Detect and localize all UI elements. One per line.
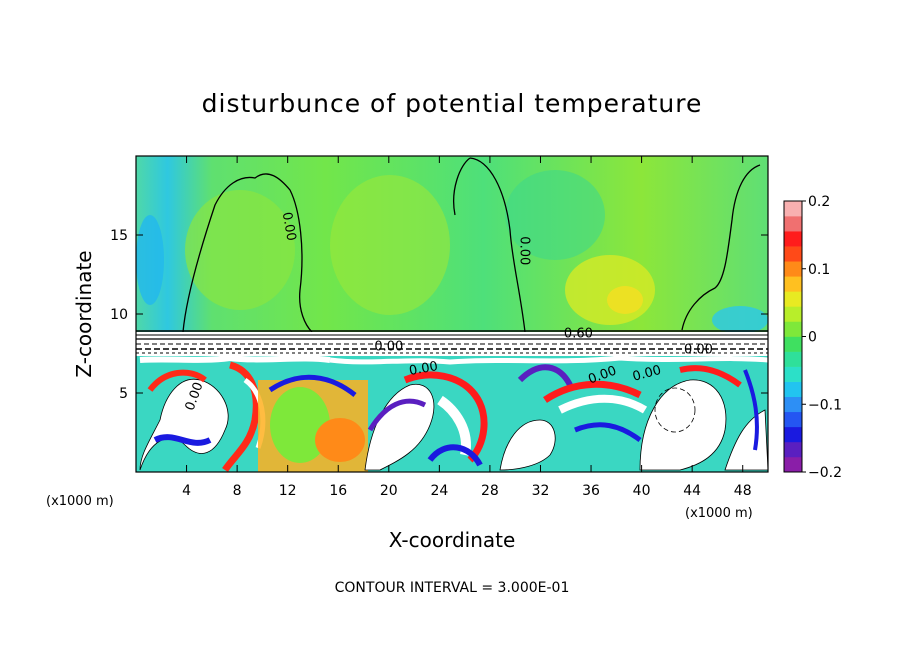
- colorbar-segment: [784, 276, 802, 292]
- y-tick-label: 15: [110, 228, 128, 244]
- colorbar-segment: [784, 246, 802, 262]
- contour-line: [182, 173, 313, 333]
- colorbar-segment: [784, 306, 802, 322]
- x-tick-label: 48: [734, 483, 752, 499]
- x-tick-label: 44: [683, 483, 701, 499]
- colorbar-segment: [784, 291, 802, 307]
- contour-label: 0.00: [631, 363, 663, 385]
- colorbar-segment: [784, 396, 802, 413]
- warm-patch: [185, 190, 295, 310]
- x-tick-label: 28: [481, 483, 499, 499]
- colorbar-segment: [784, 231, 802, 247]
- warm-patch: [607, 286, 643, 314]
- cool-patch: [505, 170, 605, 260]
- colorbar-tick-label: 0.2: [808, 194, 830, 210]
- contour-label: 0.00: [374, 339, 403, 354]
- x-tick-label: 24: [430, 483, 448, 499]
- contour-label: 0.00: [516, 236, 531, 265]
- colorbar-segment: [784, 336, 802, 352]
- colorbar-segment: [784, 456, 802, 473]
- y-axis: 5 10 15: [110, 228, 768, 402]
- cold-patch: [136, 215, 164, 305]
- x-tick-label: 16: [329, 483, 347, 499]
- x-tick-label: 8: [233, 483, 242, 499]
- colorbar-segment: [784, 321, 802, 337]
- contour-label: 0.00: [684, 343, 713, 358]
- x-unit-label-right: (x1000 m): [685, 506, 753, 521]
- x-tick-label: 32: [532, 483, 550, 499]
- contour-line: [681, 164, 761, 331]
- colorbar-tick-label: 0: [808, 330, 817, 346]
- x-tick-label: 4: [182, 483, 191, 499]
- y-tick-label: 5: [119, 386, 128, 402]
- y-axis-label: Z-coordinate: [72, 250, 96, 377]
- contour-line: [453, 157, 526, 333]
- colorbar-segment: [784, 426, 802, 443]
- warm-patch: [330, 175, 450, 315]
- y-tick-label: 10: [110, 307, 128, 323]
- heatmap-field: [136, 156, 768, 472]
- chart-title: disturbunce of potential temperature: [202, 89, 703, 118]
- colorbar-segment: [784, 351, 802, 367]
- x-unit-label-left: (x1000 m): [46, 494, 114, 509]
- colorbar-tick-label: 0.1: [808, 262, 830, 278]
- colorbar-segment: [784, 381, 802, 398]
- colorbar-segment: [784, 261, 802, 277]
- x-tick-label: 40: [633, 483, 651, 499]
- contour-label: 0.00: [279, 211, 299, 242]
- colorbar-segment: [784, 366, 802, 382]
- contour-label: 0.60: [564, 327, 593, 342]
- contour-label: 0.00: [408, 359, 439, 379]
- x-tick-label: 12: [279, 483, 297, 499]
- colorbar-segment: [784, 201, 802, 217]
- x-tick-label: 36: [582, 483, 600, 499]
- contour-interval-note: CONTOUR INTERVAL = 3.000E-01: [335, 580, 570, 596]
- colorbar: 0.2 0.1 0 −0.1 −0.2: [783, 194, 842, 481]
- x-axis-label: X-coordinate: [389, 528, 516, 552]
- lower-eddies: [139, 354, 768, 472]
- colorbar-segment: [784, 441, 802, 458]
- colorbar-tick-label: −0.1: [808, 397, 842, 413]
- x-axis: 4 8 12 16 20 24 28 32 36 40 44 48: [182, 156, 752, 499]
- colorbar-segment: [784, 411, 802, 428]
- cool-patch: [712, 306, 768, 334]
- x-tick-label: 20: [380, 483, 398, 499]
- colorbar-segment: [784, 216, 802, 232]
- colorbar-tick-label: −0.2: [808, 465, 842, 481]
- warm-patch: [565, 255, 655, 325]
